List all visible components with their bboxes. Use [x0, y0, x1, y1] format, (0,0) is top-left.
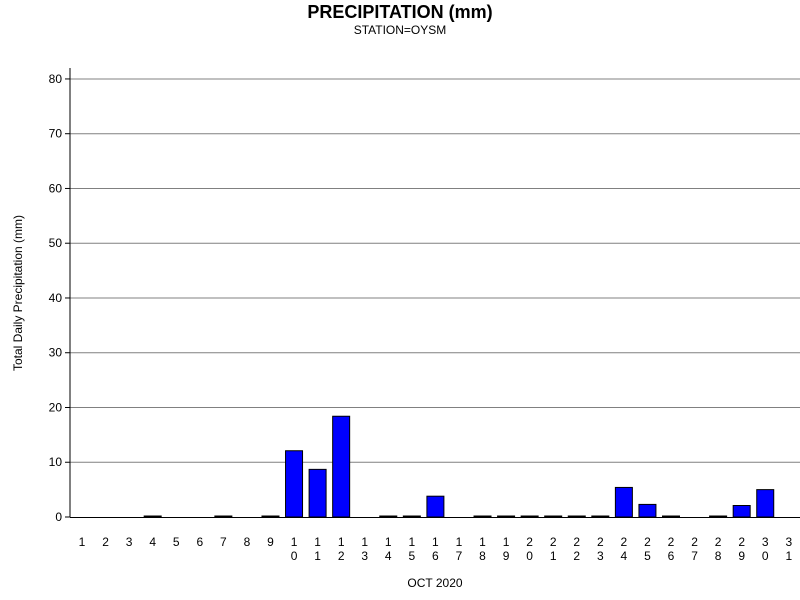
x-tick-label: 2	[668, 535, 675, 549]
x-tick-label: 1	[479, 535, 486, 549]
x-tick-label: 0	[762, 549, 769, 563]
y-tick-label: 50	[49, 236, 63, 250]
bar-day-28	[709, 515, 728, 518]
x-tick-label: 3	[361, 549, 368, 563]
bar-day-19	[497, 515, 516, 518]
y-tick-label: 0	[55, 510, 62, 524]
x-tick-label: 2	[597, 535, 604, 549]
x-tick-label: 1	[550, 549, 557, 563]
axes	[65, 68, 800, 518]
bar-day-21	[544, 515, 563, 518]
x-tick-label: 2	[715, 535, 722, 549]
bar-day-29	[732, 505, 751, 518]
bar-day-23	[591, 515, 610, 518]
bar-day-30	[756, 489, 775, 518]
bar-day-12	[332, 415, 351, 518]
bars	[143, 415, 775, 518]
bar-day-25	[638, 503, 657, 518]
y-tick-label: 30	[49, 346, 63, 360]
x-tick-label: 5	[644, 549, 651, 563]
bar-day-22	[567, 515, 586, 518]
x-tick-label: 0	[291, 549, 298, 563]
x-tick-label: 4	[385, 549, 392, 563]
x-tick-label: 1	[408, 535, 415, 549]
x-tick-label: 2	[738, 535, 745, 549]
x-tick-label: 0	[526, 549, 533, 563]
bar-day-16	[426, 495, 445, 518]
bar-day-15	[402, 515, 421, 518]
x-tick-label: 2	[573, 535, 580, 549]
x-tick-label: 1	[338, 535, 345, 549]
bar-day-4	[143, 515, 162, 518]
y-tick-label: 40	[49, 291, 63, 305]
x-tick-label: 3	[597, 549, 604, 563]
y-tick-label: 70	[49, 127, 63, 141]
x-tick-label: 2	[691, 535, 698, 549]
x-tick-label: 1	[785, 549, 792, 563]
x-tick-label: 1	[314, 549, 321, 563]
x-tick-label: 4	[621, 549, 628, 563]
x-tick-label: 6	[196, 535, 203, 549]
x-tick-label: 9	[738, 549, 745, 563]
x-tick-label: 1	[385, 535, 392, 549]
bar-day-14	[379, 515, 398, 518]
x-tick-label: 3	[126, 535, 133, 549]
chart-subtitle: STATION=OYSM	[353, 23, 447, 37]
x-tick-label: 6	[432, 549, 439, 563]
bar-day-7	[214, 515, 233, 518]
bar-day-11	[308, 468, 327, 518]
bar-day-20	[520, 515, 539, 518]
y-tick-label: 10	[49, 455, 63, 469]
x-tick-label: 1	[432, 535, 439, 549]
x-tick-label: 1	[456, 535, 463, 549]
chart-title: PRECIPITATION (mm)	[307, 2, 493, 22]
x-tick-label: 1	[79, 535, 86, 549]
x-tick-label: 2	[338, 549, 345, 563]
bar-day-18	[473, 515, 492, 518]
x-tick-label: 5	[173, 535, 180, 549]
x-tick-label: 2	[644, 535, 651, 549]
x-tick-label: 6	[668, 549, 675, 563]
x-tick-label: 8	[244, 535, 251, 549]
bar-day-24	[614, 486, 633, 518]
x-tick-label: 5	[408, 549, 415, 563]
x-tick-label: 8	[715, 549, 722, 563]
x-tick-label: 1	[314, 535, 321, 549]
x-tick-label: 7	[220, 535, 227, 549]
x-tick-label: 2	[526, 535, 533, 549]
x-tick-label: 7	[691, 549, 698, 563]
y-tick-label: 60	[49, 181, 63, 195]
x-tick-label: 2	[550, 535, 557, 549]
x-tick-label: 9	[267, 535, 274, 549]
x-tick-label: 2	[621, 535, 628, 549]
x-tick-label: 3	[762, 535, 769, 549]
x-tick-label: 2	[102, 535, 109, 549]
y-tick-label: 20	[49, 400, 63, 414]
x-tick-label: 9	[503, 549, 510, 563]
x-tick-label: 2	[573, 549, 580, 563]
x-tick-label: 7	[456, 549, 463, 563]
x-tick-label: 1	[503, 535, 510, 549]
x-tick-label: 3	[785, 535, 792, 549]
x-tick-label: 8	[479, 549, 486, 563]
x-tick-label: 1	[291, 535, 298, 549]
x-axis-label: OCT 2020	[407, 576, 463, 590]
bar-day-26	[662, 515, 680, 518]
bar-day-9	[261, 515, 280, 518]
grid-lines	[70, 78, 800, 463]
x-tick-label: 4	[149, 535, 156, 549]
bar-day-10	[285, 450, 304, 518]
y-tick-label: 80	[49, 72, 63, 86]
x-tick-label: 1	[361, 535, 368, 549]
